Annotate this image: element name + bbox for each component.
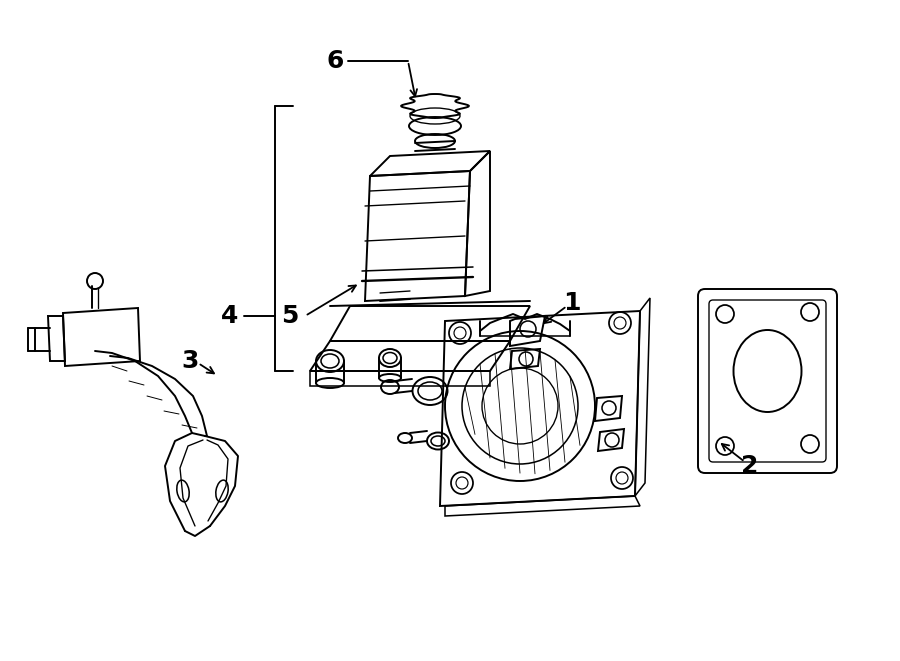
Text: 5: 5 <box>282 304 299 328</box>
Text: 6: 6 <box>327 49 344 73</box>
Text: 1: 1 <box>563 291 580 315</box>
Text: 2: 2 <box>742 454 759 478</box>
Text: 4: 4 <box>221 304 239 328</box>
Text: 3: 3 <box>181 349 199 373</box>
